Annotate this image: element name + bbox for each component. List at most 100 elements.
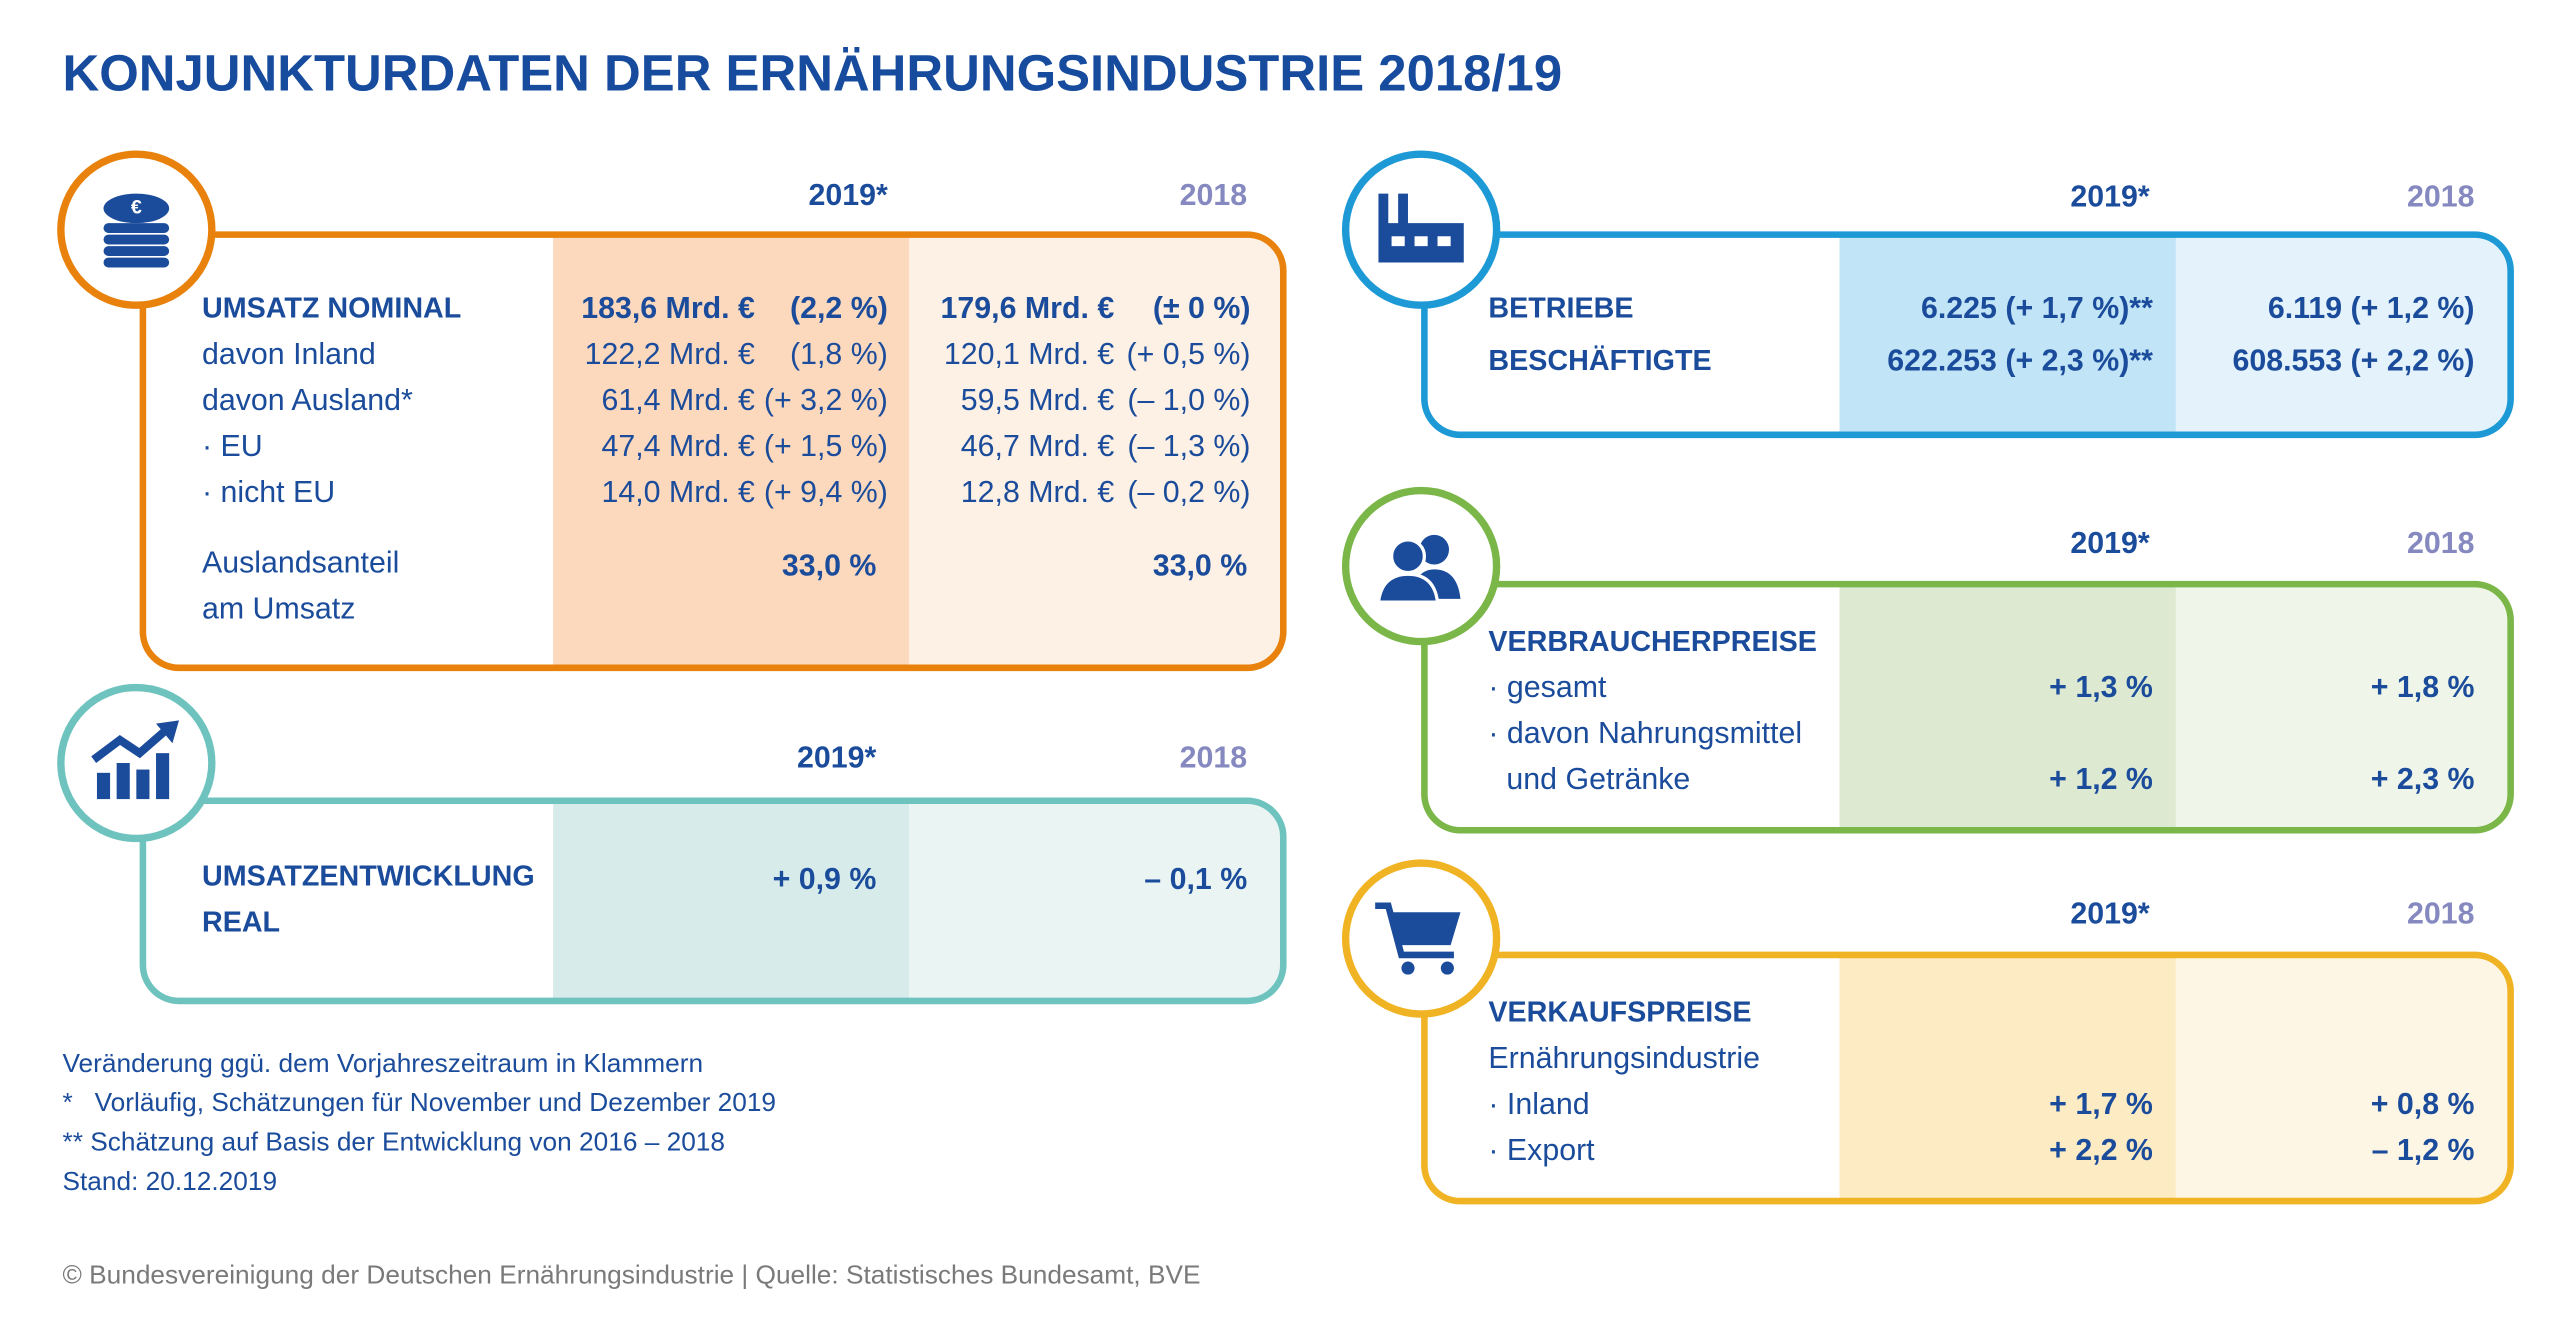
column-header: 2019* xyxy=(2070,181,2150,214)
cell-value: (+ 1,5 %) xyxy=(764,430,888,463)
row-label: davon Ausland* xyxy=(202,384,413,417)
row-label: · davon Nahrungsmittel xyxy=(1488,717,1802,750)
row-label: und Getränke xyxy=(1506,763,1690,796)
cell-value: 33,0 % xyxy=(782,550,876,583)
panel-frame xyxy=(1421,231,2514,439)
row-label: · EU xyxy=(202,430,263,463)
panel: 2019* 2018 BETRIEBE 6.225 (+ 1,7 %)** 6.119 … xyxy=(1341,150,2514,439)
svg-text:€: € xyxy=(131,197,142,219)
cell-value: + 2,2 % xyxy=(2049,1134,2153,1167)
cell-value: 622.253 (+ 2,3 %)** xyxy=(1887,345,2153,378)
icon-circle xyxy=(57,683,216,843)
column-header: 2018 xyxy=(2407,527,2475,560)
column-header: 2019* xyxy=(797,742,877,775)
cell-value: (– 0,2 %) xyxy=(1127,476,1250,509)
cell-value: 122,2 Mrd. € xyxy=(585,338,755,371)
cell-value: 12,8 Mrd. € xyxy=(961,476,1115,509)
footnote: Veränderung ggü. dem Vorjahreszeitraum i… xyxy=(62,1048,703,1078)
row-label: BETRIEBE xyxy=(1488,293,1633,325)
column-shade xyxy=(2175,234,2511,435)
panel-frame xyxy=(1421,951,2514,1205)
column-shade xyxy=(1839,954,2176,1202)
panel: 2019* 2018 VERBRAUCHERPREISE · gesamt + 1,3 … xyxy=(1341,486,2514,834)
cell-value: (2,2 %) xyxy=(790,292,888,325)
icon xyxy=(1376,534,1461,604)
footnote: Stand: 20.12.2019 xyxy=(62,1166,277,1196)
cell-value: 14,0 Mrd. € xyxy=(601,476,755,509)
cell-value: 59,5 Mrd. € xyxy=(961,384,1115,417)
cell-value: + 1,3 % xyxy=(2049,671,2153,704)
panel-frame xyxy=(139,231,1287,672)
row-label: UMSATZ NOMINAL xyxy=(202,293,461,325)
cell-value: + 1,8 % xyxy=(2371,671,2475,704)
column-header: 2018 xyxy=(2407,898,2475,931)
row-label: · Inland xyxy=(1488,1088,1589,1121)
cell-value: 6.225 (+ 1,7 %)** xyxy=(1921,292,2153,325)
row-label: · gesamt xyxy=(1488,671,1607,704)
cell-value: 61,4 Mrd. € xyxy=(601,384,755,417)
column-header: 2018 xyxy=(1180,742,1248,775)
row-label: REAL xyxy=(202,906,280,938)
column-shade xyxy=(909,234,1284,668)
column-header: 2019* xyxy=(809,179,889,212)
cell-value: 6.119 (+ 1,2 %) xyxy=(2268,292,2475,325)
row-label: VERKAUFSPREISE xyxy=(1488,997,1751,1029)
footnote: * Vorläufig, Schätzungen für November un… xyxy=(62,1087,776,1117)
column-shade xyxy=(1839,584,2176,831)
icon: € xyxy=(103,193,170,268)
icon xyxy=(1378,193,1464,263)
panel-frame xyxy=(139,797,1287,1005)
cell-value: (+ 0,5 %) xyxy=(1127,338,1251,371)
cell-value: + 1,2 % xyxy=(2049,763,2153,796)
panel: €2019* 2018 UMSATZ NOMINAL 183,6 Mrd. € (2,2… xyxy=(57,150,1287,672)
column-header: 2018 xyxy=(2407,181,2475,214)
cell-value: 183,6 Mrd. € xyxy=(581,292,755,325)
cell-value: 46,7 Mrd. € xyxy=(961,430,1115,463)
cell-value: 179,6 Mrd. € xyxy=(941,292,1115,325)
panel: 2019* 2018 VERKAUFSPREISE Ernährungsindustr… xyxy=(1341,859,2514,1205)
shading xyxy=(1839,234,2511,435)
title: KONJUNKTURDATEN DER ERNÄHRUNGSINDUSTRIE … xyxy=(62,45,1562,102)
cell-value: + 0,9 % xyxy=(773,863,877,896)
row-label: VERBRAUCHERPREISE xyxy=(1488,626,1817,658)
row-label: · Export xyxy=(1488,1134,1595,1167)
row-label: davon Inland xyxy=(202,338,376,371)
column-header: 2018 xyxy=(1180,179,1248,212)
cell-value: 33,0 % xyxy=(1153,550,1247,583)
cell-value: + 0,8 % xyxy=(2371,1088,2475,1121)
column-shade xyxy=(909,800,1284,1001)
cell-value: 120,1 Mrd. € xyxy=(944,338,1114,371)
column-header: 2019* xyxy=(2070,898,2150,931)
cell-value: (– 1,0 %) xyxy=(1127,384,1250,417)
shading xyxy=(553,234,1284,668)
icon xyxy=(1375,902,1461,975)
column-shade xyxy=(553,234,910,668)
cell-value: (+ 9,4 %) xyxy=(764,476,888,509)
row-label: am Umsatz xyxy=(202,592,355,625)
cell-value: (– 1,3 %) xyxy=(1127,430,1250,463)
cell-value: 47,4 Mrd. € xyxy=(601,430,755,463)
column-header: 2019* xyxy=(2070,527,2150,560)
column-shade xyxy=(2175,584,2511,831)
cell-value: – 0,1 % xyxy=(1144,863,1247,896)
column-shade xyxy=(553,800,910,1001)
cell-value: + 1,7 % xyxy=(2049,1088,2153,1121)
shading xyxy=(1839,584,2511,831)
row-label: BESCHÄFTIGTE xyxy=(1488,344,1711,377)
panel: 2019* 2018 UMSATZENTWICKLUNG REAL + 0,9 % – 0… xyxy=(57,683,1287,1005)
cell-value: + 2,3 % xyxy=(2371,763,2475,796)
column-shade xyxy=(2175,954,2511,1202)
row-label: Auslandsanteil xyxy=(202,546,399,579)
cell-value: (± 0 %) xyxy=(1153,292,1251,325)
cell-value: 608.553 (+ 2,2 %) xyxy=(2232,345,2474,378)
column-shade xyxy=(1839,234,2176,435)
cell-value: – 1,2 % xyxy=(2372,1134,2475,1167)
row-label: UMSATZENTWICKLUNG xyxy=(202,860,535,892)
row-label: · nicht EU xyxy=(202,476,335,509)
shading xyxy=(1839,954,2511,1202)
copyright: © Bundesvereinigung der Deutschen Ernähr… xyxy=(62,1260,1200,1290)
footnote: ** Schätzung auf Basis der Entwicklung v… xyxy=(62,1127,725,1157)
panel-frame xyxy=(1421,580,2514,834)
